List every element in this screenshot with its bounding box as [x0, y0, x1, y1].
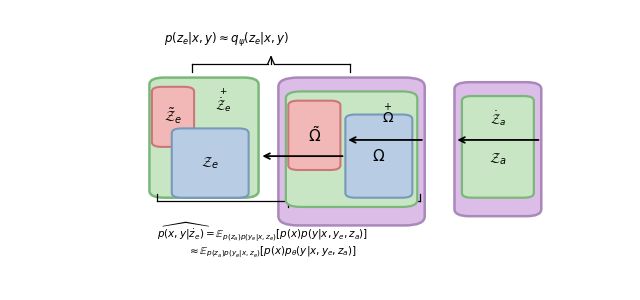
Text: $\approx \mathbb{E}_{p(z_a)p(y_e|x,z_e)}[p(x)p_\theta(y|x,y_e,z_a)]$: $\approx \mathbb{E}_{p(z_a)p(y_e|x,z_e)}… [187, 244, 356, 260]
FancyBboxPatch shape [454, 82, 541, 216]
FancyBboxPatch shape [172, 128, 248, 198]
Text: $\overset{+}{\dot{\mathcal{Z}}_e}$: $\overset{+}{\dot{\mathcal{Z}}_e}$ [216, 88, 232, 115]
Text: $\mathcal{Z}_a$: $\mathcal{Z}_a$ [489, 152, 507, 167]
Text: $\widehat{p(x,y|\dot{z}_e)} = \mathbb{E}_{p(z_a)p(y_e|x,z_e)}[p(x)p(y|x,y_e,z_a): $\widehat{p(x,y|\dot{z}_e)} = \mathbb{E}… [157, 221, 368, 244]
FancyBboxPatch shape [462, 96, 534, 198]
FancyBboxPatch shape [278, 78, 425, 225]
Text: $\tilde{\Omega}$: $\tilde{\Omega}$ [308, 125, 321, 145]
FancyBboxPatch shape [288, 101, 340, 170]
Text: $\tilde{\mathcal{Z}}_e$: $\tilde{\mathcal{Z}}_e$ [164, 107, 182, 126]
Text: $\Omega$: $\Omega$ [372, 148, 385, 164]
FancyBboxPatch shape [286, 92, 417, 207]
FancyBboxPatch shape [150, 78, 259, 198]
Text: $\mathcal{Z}_e$: $\mathcal{Z}_e$ [201, 155, 220, 171]
FancyBboxPatch shape [152, 87, 194, 147]
Text: $\dot{\mathcal{Z}}_a$: $\dot{\mathcal{Z}}_a$ [490, 109, 506, 128]
FancyBboxPatch shape [346, 115, 412, 198]
Text: $\overset{+}{\Omega}$: $\overset{+}{\Omega}$ [382, 102, 394, 127]
Text: $p(z_e|x,y) \approx q_\psi(z_e|x,y)$: $p(z_e|x,y) \approx q_\psi(z_e|x,y)$ [164, 31, 289, 49]
